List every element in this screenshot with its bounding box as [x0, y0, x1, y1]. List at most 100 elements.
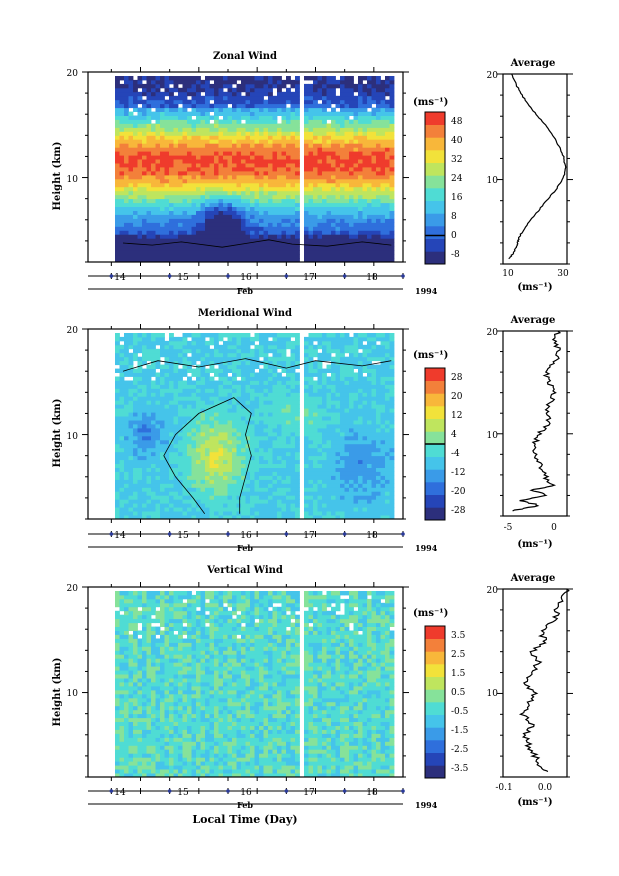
heatmap-cell [322, 214, 327, 219]
heatmap-cell [115, 76, 120, 81]
heatmap-cell [173, 340, 179, 346]
heatmap-cell [326, 83, 332, 89]
heatmap-cell [295, 206, 300, 211]
heatmap-cell [169, 380, 174, 385]
heatmap-cell [151, 163, 156, 168]
heatmap-cell [160, 234, 165, 239]
heatmap-cell [335, 242, 341, 247]
heatmap-cell [182, 111, 188, 116]
heatmap-cell [313, 435, 318, 441]
heatmap-cell [263, 190, 269, 196]
heatmap-cell [362, 163, 368, 168]
heatmap-cell [313, 95, 318, 101]
heatmap-cell [209, 495, 215, 500]
heatmap-cell [178, 404, 183, 409]
heatmap-cell [313, 428, 318, 433]
heatmap-cell [133, 380, 138, 385]
heatmap-cell [250, 408, 255, 413]
heatmap-cell [119, 230, 125, 235]
heatmap-cell [214, 380, 219, 385]
heatmap-cell [263, 364, 269, 369]
heatmap-cell [385, 139, 390, 144]
heatmap-cell [205, 344, 210, 350]
heatmap-cell [142, 83, 147, 89]
heatmap-cell [277, 258, 282, 262]
heatmap-cell [362, 131, 368, 136]
heatmap-cell [209, 515, 215, 519]
heatmap-cell [124, 463, 129, 468]
heatmap-cell [241, 139, 246, 144]
heatmap-cell [227, 115, 233, 120]
heatmap-cell [335, 198, 341, 204]
heatmap-cell [160, 242, 165, 247]
heatmap-cell [277, 491, 282, 496]
heatmap-cell [232, 336, 237, 342]
heatmap-cell [241, 115, 246, 120]
heatmap-cell [191, 171, 197, 176]
heatmap-cell [196, 210, 201, 215]
heatmap-cell [191, 151, 197, 156]
heatmap-cell [160, 135, 165, 140]
heatmap-cell [376, 87, 381, 93]
heatmap-cell [358, 171, 363, 176]
heatmap-cell [263, 431, 269, 437]
heatmap-cell [182, 475, 188, 480]
heatmap-cell [236, 412, 242, 417]
heatmap-cell [259, 336, 264, 342]
heatmap-cell [182, 107, 188, 112]
heatmap-cell [187, 127, 192, 132]
heatmap-cell [304, 250, 309, 255]
heatmap-cell [214, 83, 219, 89]
heatmap-cell [214, 372, 219, 377]
heatmap-cell [119, 206, 125, 211]
heatmap-cell [133, 479, 138, 484]
heatmap-cell [281, 95, 287, 101]
heatmap-cell [115, 348, 120, 354]
heatmap-cell [241, 380, 246, 385]
heatmap-cell [245, 483, 251, 488]
heatmap-cell [124, 511, 129, 516]
heatmap-cell [169, 507, 174, 512]
heatmap-cell [254, 459, 260, 464]
heatmap-cell [389, 174, 395, 180]
heatmap-cell [290, 238, 296, 243]
heatmap-cell [133, 198, 138, 204]
heatmap-cell [245, 479, 251, 484]
heatmap-cell [277, 439, 282, 445]
heatmap-cell [268, 475, 273, 480]
heatmap-cell [277, 91, 282, 97]
heatmap-cell [236, 463, 242, 468]
heatmap-cell [362, 135, 368, 140]
heatmap-cell [187, 380, 192, 385]
heatmap-cell [164, 424, 170, 429]
heatmap-cell [209, 214, 215, 219]
heatmap-cell [169, 123, 174, 128]
heatmap-cell [169, 352, 174, 358]
heatmap-cell [227, 131, 233, 136]
heatmap-cell [160, 376, 165, 381]
heatmap-cell [380, 206, 386, 211]
heatmap-cell [205, 254, 210, 259]
heatmap-cell [182, 487, 188, 492]
heatmap-cell [142, 360, 147, 366]
heatmap-cell [196, 380, 201, 385]
heatmap-cell [308, 171, 314, 176]
heatmap-cell [250, 455, 255, 461]
heatmap-cell [308, 238, 314, 243]
heatmap-cell [178, 479, 183, 484]
heatmap-cell [304, 226, 309, 231]
heatmap-cell [340, 202, 345, 207]
heatmap-cell [151, 95, 156, 101]
heatmap-cell [295, 384, 300, 389]
heatmap-cell [254, 178, 260, 184]
heatmap-cell [236, 190, 242, 196]
heatmap-cell [128, 95, 134, 101]
heatmap-cell [241, 218, 246, 223]
heatmap-cell [223, 352, 228, 358]
heatmap-cell [119, 135, 125, 140]
heatmap-cell [268, 447, 273, 453]
heatmap-cell [385, 171, 390, 176]
heatmap-cell [250, 400, 255, 405]
heatmap-cell [214, 226, 219, 231]
heatmap-cell [358, 159, 363, 164]
